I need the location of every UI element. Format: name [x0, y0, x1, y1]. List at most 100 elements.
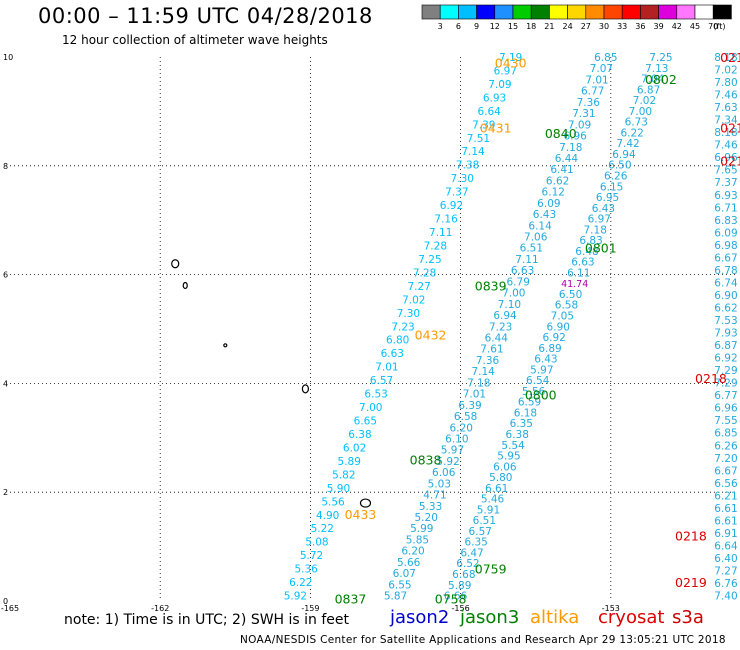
wave-height-value: 6.54	[526, 375, 550, 387]
wave-height-value: 6.09	[537, 198, 560, 210]
wave-height-value: 7.28	[424, 240, 447, 252]
wave-height-value: 7.11	[515, 254, 538, 266]
wave-height-value: 6.63	[511, 265, 534, 277]
wave-height-value: 7.65	[714, 165, 737, 177]
wave-height-value: 7.10	[498, 299, 521, 311]
x-tick-label: -165	[1, 604, 19, 613]
wave-height-value: 6.35	[464, 537, 487, 549]
wave-height-value: 6.12	[542, 187, 565, 199]
wave-height-value: 5.46	[481, 494, 505, 506]
wave-height-value: 6.22	[620, 127, 643, 139]
pass-time-label: 0218	[675, 529, 707, 544]
wave-height-value: 8.18	[714, 52, 737, 64]
wave-height-value: 7.25	[649, 52, 672, 64]
pass-time-label: 0840	[545, 126, 577, 141]
colorbar-label: 30	[599, 22, 609, 31]
wave-height-value: 5.87	[384, 591, 407, 603]
wave-height-value: 5.89	[338, 456, 361, 468]
wave-height-value: 6.10	[445, 433, 468, 445]
pass-time-label: 0838	[410, 453, 442, 468]
wave-height-value: 6.51	[520, 243, 543, 255]
wave-height-value: 7.18	[467, 377, 490, 389]
wave-height-value: 6.65	[354, 416, 377, 428]
wave-height-value: 5.92	[284, 591, 307, 603]
wave-height-value: 6.52	[456, 558, 479, 570]
wave-height-value: 6.43	[534, 354, 557, 366]
wave-height-value: 6.56	[714, 478, 738, 490]
wave-height-value: 7.27	[714, 566, 737, 578]
wave-height-value: 7.29	[714, 378, 737, 390]
wave-height-value: 6.96	[714, 403, 738, 415]
wave-height-value: 6.92	[542, 332, 565, 344]
wave-height-value: 7.38	[456, 160, 479, 172]
pass-time-label: 0217	[720, 153, 740, 168]
pass-time-label: 0433	[345, 507, 377, 522]
wave-height-value: 6.76	[714, 578, 738, 590]
wave-height-value: 4.90	[316, 510, 339, 522]
wave-height-value: 6.39	[458, 400, 481, 412]
wave-height-value: 6.77	[581, 86, 604, 98]
x-tick-label: -156	[452, 604, 470, 613]
wave-height-value: 7.00	[502, 288, 525, 300]
colorbar-unit: (ft)	[713, 22, 725, 31]
wave-height-value: 4.71	[423, 490, 446, 502]
colorbar-label: 24	[563, 22, 573, 31]
wave-height-value: 6.59	[518, 397, 541, 409]
wave-height-value: 6.26	[604, 170, 628, 182]
wave-height-value: 6.38	[506, 429, 529, 441]
wave-height-value: 6.68	[452, 569, 475, 581]
wave-height-value: 6.95	[596, 192, 619, 204]
colorbar-label: 42	[672, 22, 682, 31]
wave-height-value: 6.62	[546, 175, 569, 187]
wave-height-value: 6.35	[510, 418, 533, 430]
wave-height-value: 5.56	[321, 496, 345, 508]
wave-height-value: 6.55	[388, 579, 411, 591]
wave-height-value: 6.51	[473, 515, 496, 527]
wave-height-value: 7.06	[524, 232, 548, 244]
colorbar-label: 27	[581, 22, 591, 31]
wave-height-value: 6.96	[714, 152, 738, 164]
wave-height-value: 6.26	[714, 440, 738, 452]
wave-height-value: 5.72	[300, 550, 323, 562]
wave-height-value: 6.97	[588, 214, 611, 226]
wave-height-value: 6.14	[528, 220, 552, 232]
wave-height-value: 5.80	[489, 472, 512, 484]
wave-height-value: 6.20	[450, 422, 473, 434]
wave-height-value: 6.73	[625, 117, 648, 129]
pass-time-label: 0216	[720, 121, 740, 136]
wave-height-value: 5.33	[419, 501, 442, 513]
wave-height-value: 7.23	[489, 321, 512, 333]
island-outline	[182, 281, 188, 290]
colorbar-label: 45	[690, 22, 700, 31]
y-tick-label: 2	[3, 488, 8, 497]
wave-height-value: 7.34	[714, 115, 738, 127]
island-outline	[171, 259, 180, 269]
pass-time-label: 0219	[675, 575, 707, 590]
wave-height-value: 6.64	[714, 540, 738, 552]
wave-height-value: 7.37	[714, 177, 737, 189]
wave-height-value: 6.63	[381, 348, 404, 360]
wave-height-value: 6.67	[714, 465, 737, 477]
wave-height-value: 5.97	[530, 364, 553, 376]
wave-height-value: 7.18	[584, 224, 607, 236]
wave-height-value: 7.00	[359, 402, 382, 414]
colorbar-label: 18	[526, 22, 536, 31]
wave-height-value: 5.03	[428, 478, 451, 490]
pass-time-label: 0839	[475, 278, 507, 293]
wave-height-value: 6.48	[575, 246, 598, 258]
wave-height-value: 6.50	[608, 160, 631, 172]
wave-height-value: 6.78	[714, 265, 737, 277]
wave-height-value: 5.22	[311, 523, 334, 535]
wave-height-value: 6.67	[714, 252, 737, 264]
pass-time-label: 0758	[435, 591, 467, 606]
wave-height-value: 7.30	[451, 173, 474, 185]
wave-height-value: 7.28	[413, 267, 436, 279]
x-tick-label: -162	[151, 604, 169, 613]
pass-time-label: 0759	[475, 561, 507, 576]
wave-height-value: 7.09	[488, 79, 511, 91]
wave-height-value: 7.01	[585, 74, 608, 86]
wave-height-value: 6.57	[469, 526, 492, 538]
wave-height-value: 6.57	[370, 375, 393, 387]
wave-height-value: 7.36	[577, 97, 601, 109]
